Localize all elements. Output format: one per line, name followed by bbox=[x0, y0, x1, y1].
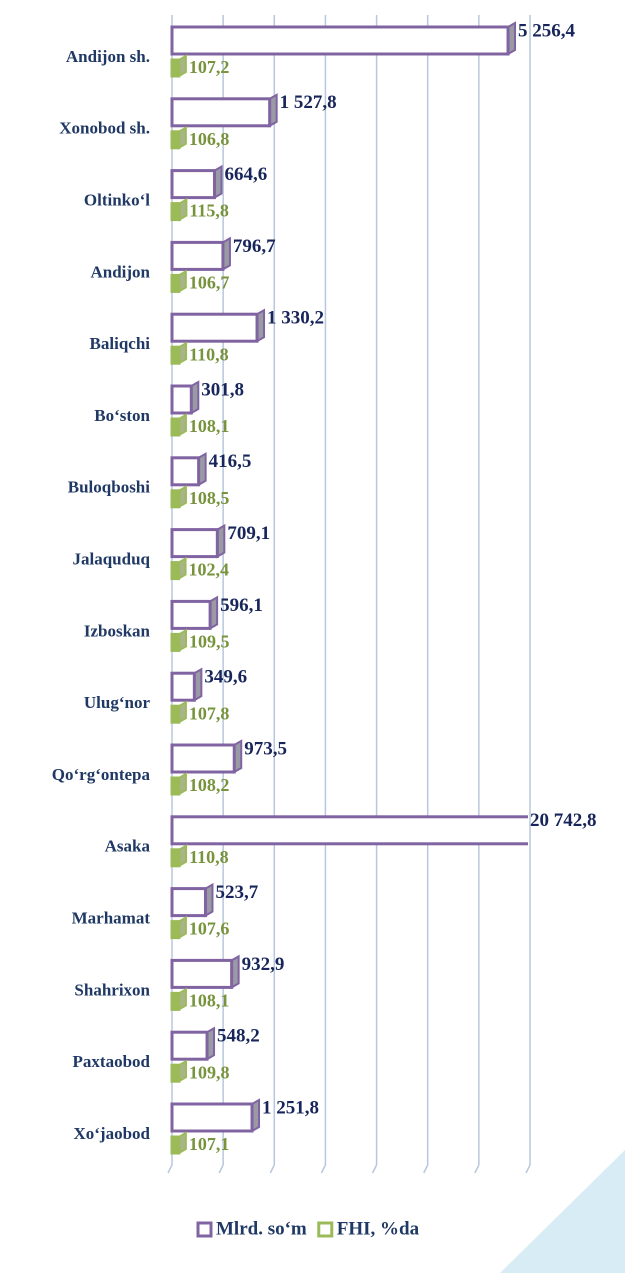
value-label: 1 330,2 bbox=[267, 308, 324, 329]
value-label: 1 251,8 bbox=[262, 1097, 319, 1118]
value-label: 5 256,4 bbox=[518, 20, 576, 41]
category-label: Buloqboshi bbox=[68, 478, 150, 497]
value-label: 107,1 bbox=[189, 1134, 230, 1154]
value-label: 932,9 bbox=[242, 954, 285, 975]
category-label: Bo‘ston bbox=[94, 406, 150, 425]
category-label: Baliqchi bbox=[90, 334, 151, 353]
bar bbox=[170, 776, 181, 796]
value-label: 664,6 bbox=[224, 164, 267, 185]
decor-triangle bbox=[500, 1150, 625, 1273]
legend: Mlrd. so‘m FHI, %da bbox=[196, 1218, 420, 1239]
bar bbox=[170, 1030, 209, 1061]
value-label: 1 527,8 bbox=[280, 92, 337, 113]
grid-foot bbox=[167, 1164, 173, 1174]
bar-clip bbox=[170, 21, 528, 1155]
grid-foot bbox=[218, 1164, 224, 1174]
value-label: 301,8 bbox=[201, 379, 244, 400]
category-label: Izboskan bbox=[84, 621, 151, 640]
value-label: 108,1 bbox=[189, 991, 230, 1011]
legend-label: FHI, %da bbox=[337, 1218, 420, 1239]
value-label: 973,5 bbox=[244, 738, 287, 759]
category-label: Oltinko‘l bbox=[84, 191, 150, 210]
bar bbox=[170, 456, 201, 487]
value-label: 108,2 bbox=[189, 775, 230, 795]
bar bbox=[170, 1102, 254, 1133]
value-label: 596,1 bbox=[220, 595, 263, 616]
value-label: 523,7 bbox=[215, 882, 258, 903]
bar bbox=[170, 632, 181, 652]
bar bbox=[170, 561, 181, 581]
bar bbox=[170, 273, 181, 293]
value-label: 110,8 bbox=[189, 344, 229, 364]
value-label: 416,5 bbox=[209, 451, 252, 472]
category-label: Ulug‘nor bbox=[84, 693, 151, 712]
bar bbox=[170, 743, 236, 774]
bar bbox=[170, 887, 207, 918]
legend-swatch bbox=[317, 1221, 334, 1238]
category-label: Asaka bbox=[105, 837, 151, 856]
value-label: 796,7 bbox=[233, 236, 276, 257]
grid-foot bbox=[320, 1164, 327, 1174]
bar bbox=[170, 169, 216, 200]
grid bbox=[167, 15, 531, 1174]
bar bbox=[170, 417, 181, 437]
bar bbox=[170, 1135, 181, 1155]
value-label: 107,6 bbox=[189, 919, 230, 939]
labels: Andijon sh. 5 256,4 107,2 Xonobod sh. 1 527,… bbox=[52, 20, 597, 1154]
category-label: Xonobod sh. bbox=[59, 119, 150, 138]
category-label: Jalaquduq bbox=[73, 550, 151, 569]
legend-swatch bbox=[196, 1221, 213, 1238]
value-label: 110,8 bbox=[189, 847, 229, 867]
value-label: 107,8 bbox=[189, 703, 230, 723]
value-label: 20 742,8 bbox=[530, 810, 597, 831]
bar bbox=[170, 240, 225, 271]
value-label: 106,8 bbox=[189, 129, 230, 149]
value-label: 109,5 bbox=[189, 632, 230, 652]
bar bbox=[170, 671, 196, 702]
value-label: 106,7 bbox=[189, 273, 230, 293]
grid-foot bbox=[474, 1164, 480, 1174]
value-label: 107,2 bbox=[189, 57, 230, 77]
bar bbox=[170, 958, 234, 989]
grid-foot bbox=[423, 1164, 429, 1174]
grid-foot bbox=[371, 1164, 378, 1174]
value-label: 108,5 bbox=[189, 488, 230, 508]
bar bbox=[170, 312, 259, 343]
value-label: 109,8 bbox=[189, 1062, 230, 1082]
category-label: Paxtaobod bbox=[73, 1052, 151, 1071]
value-label: 709,1 bbox=[227, 523, 270, 544]
bar bbox=[170, 920, 181, 940]
bar bbox=[170, 58, 181, 78]
category-label: Shahrixon bbox=[74, 980, 150, 999]
bar bbox=[170, 815, 528, 846]
category-label: Andijon bbox=[90, 262, 150, 281]
grid-foot bbox=[269, 1164, 275, 1174]
bar bbox=[170, 599, 212, 630]
legend-label: Mlrd. so‘m bbox=[216, 1218, 307, 1239]
value-label: 108,1 bbox=[189, 416, 230, 436]
value-label: 115,8 bbox=[189, 201, 229, 221]
category-label: Xo‘jaobod bbox=[73, 1124, 150, 1143]
bar bbox=[170, 528, 219, 559]
bar bbox=[170, 345, 181, 365]
value-label: 349,6 bbox=[204, 667, 247, 688]
category-label: Qo‘rg‘ontepa bbox=[52, 765, 151, 784]
bar bbox=[170, 25, 510, 56]
grid-foot bbox=[525, 1164, 531, 1174]
bars bbox=[170, 21, 528, 1155]
value-label: 548,2 bbox=[217, 1026, 260, 1047]
bar bbox=[170, 1063, 181, 1083]
category-label: Marhamat bbox=[72, 909, 151, 928]
bar bbox=[170, 991, 181, 1011]
value-label: 102,4 bbox=[189, 560, 230, 580]
bar bbox=[170, 202, 181, 222]
bar bbox=[170, 489, 181, 509]
bar bbox=[170, 130, 181, 150]
bar bbox=[170, 97, 272, 128]
bar bbox=[170, 384, 193, 415]
bar bbox=[170, 704, 181, 724]
category-label: Andijon sh. bbox=[66, 47, 150, 66]
bar bbox=[170, 848, 181, 868]
